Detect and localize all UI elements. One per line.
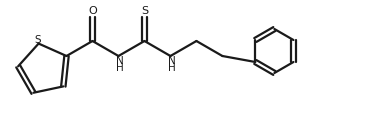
- Text: S: S: [141, 6, 148, 16]
- Text: H: H: [168, 63, 175, 73]
- Text: N: N: [116, 56, 123, 66]
- Text: S: S: [34, 35, 41, 45]
- Text: H: H: [116, 63, 123, 73]
- Text: N: N: [168, 56, 175, 66]
- Text: O: O: [88, 6, 97, 16]
